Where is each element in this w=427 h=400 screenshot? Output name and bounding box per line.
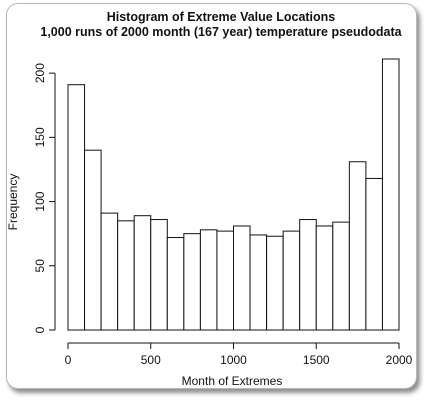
bars-group (67, 58, 400, 331)
histogram-bar (381, 58, 400, 331)
y-axis-label: Frequency (7, 174, 20, 231)
histogram-bar (117, 220, 135, 331)
histogram-bar (282, 230, 301, 331)
x-axis: 0 500 1000 1500 2000 (65, 342, 413, 367)
histogram-bar (133, 215, 152, 331)
histogram-bar (299, 219, 317, 331)
x-tick-label: 0 (65, 353, 72, 367)
histogram-bar (348, 161, 367, 331)
y-tick-label: 200 (33, 63, 47, 83)
y-tick-label: 0 (33, 326, 47, 333)
histogram-bar (233, 225, 251, 331)
histogram-bar (249, 234, 268, 331)
x-tick-label: 1000 (220, 353, 247, 367)
histogram-bar (100, 212, 119, 331)
x-axis-label: Month of Extremes (182, 374, 283, 388)
histogram-chart: Histogram of Extreme Value Locations 1,0… (7, 10, 413, 388)
histogram-bar (266, 235, 284, 331)
histogram-bar (315, 225, 334, 331)
chart-subtitle: 1,000 runs of 2000 month (167 year) temp… (40, 25, 402, 39)
histogram-bar (365, 177, 383, 331)
y-tick-label: 150 (33, 127, 47, 147)
histogram-bar (332, 221, 350, 331)
histogram-bar (183, 233, 201, 331)
x-tick-label: 500 (141, 353, 161, 367)
y-tick-label: 50 (33, 259, 47, 273)
histogram-bar (199, 229, 218, 331)
chart-frame: Histogram of Extreme Value Locations 1,0… (6, 3, 417, 389)
x-tick-label: 1500 (303, 353, 330, 367)
histogram-bar (216, 230, 234, 331)
histogram-bar (166, 237, 185, 331)
histogram-bar (150, 219, 168, 331)
histogram-bar (84, 149, 102, 331)
y-axis: 0 50 100 150 200 (33, 63, 56, 333)
chart-title: Histogram of Extreme Value Locations (107, 10, 336, 24)
y-tick-label: 100 (33, 191, 47, 211)
histogram-bar (67, 84, 86, 331)
x-tick-label: 2000 (386, 353, 413, 367)
